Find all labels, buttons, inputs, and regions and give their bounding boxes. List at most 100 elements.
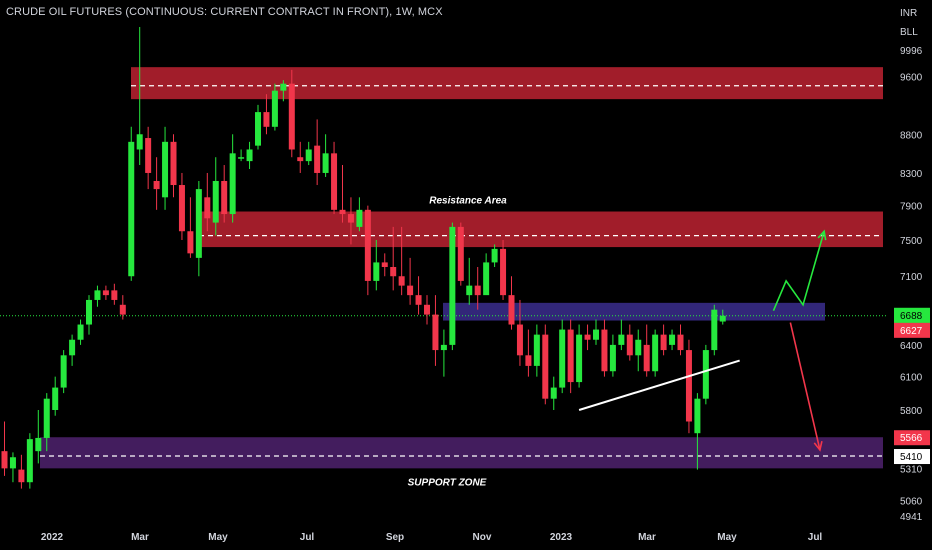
candle-body [381, 262, 388, 267]
candle-body [669, 334, 676, 345]
candle-body [677, 334, 684, 351]
candle-body [35, 437, 42, 452]
x-tick-label: Sep [386, 532, 404, 543]
x-tick-label: 2023 [550, 532, 573, 543]
y-tick-label: 4941 [900, 512, 923, 523]
y-tick-label: 8800 [900, 130, 923, 141]
candle-body [609, 344, 616, 372]
candle-body [407, 285, 414, 296]
candle-body [136, 134, 143, 150]
projection-up-arrow [772, 231, 825, 311]
unit-label: BLL [900, 27, 918, 38]
candles-layer [1, 26, 726, 489]
candle-body [516, 324, 523, 356]
candle-body [18, 469, 25, 483]
lines-layer [0, 85, 888, 457]
candle-body [626, 334, 633, 356]
candle-body [322, 153, 329, 173]
candle-body [702, 350, 709, 399]
y-tick-label: 6400 [900, 341, 923, 352]
x-tick-label: Jul [300, 532, 315, 543]
support-top-badge: 5566 [894, 430, 930, 446]
candle-body [52, 387, 59, 410]
candle-body [398, 276, 405, 286]
candle-body [238, 157, 245, 159]
prev-close-badge: 6627 [894, 322, 930, 338]
candle-body [153, 180, 160, 190]
x-tick-label: Nov [473, 532, 492, 543]
candle-body [347, 214, 354, 223]
candle-body [449, 226, 456, 345]
candle-body [255, 112, 261, 146]
candle-body [550, 387, 557, 399]
y-tick-label: 5800 [900, 406, 923, 417]
y-tick-label: 9600 [900, 73, 923, 84]
y-tick-label: 9996 [900, 46, 923, 57]
candle-body [128, 141, 135, 277]
candle-body [432, 314, 439, 351]
candle-body [542, 334, 549, 399]
candle-body [26, 439, 33, 483]
candle-body [440, 344, 447, 351]
y-tick-label: 5060 [900, 496, 923, 507]
candle-body [280, 83, 287, 91]
candle-body [119, 304, 126, 315]
trendline [578, 359, 740, 411]
candle-body [1, 451, 8, 469]
x-tick-label: Jul [808, 532, 823, 543]
y-tick-label: 5310 [900, 464, 923, 475]
y-tick-label: 6100 [900, 373, 923, 384]
projection-down-arrow [789, 322, 821, 451]
candle-body [178, 185, 185, 232]
zone-top-resistance [131, 67, 883, 100]
candle-body [69, 339, 76, 356]
candle-body [43, 398, 50, 438]
currency-label: INR [900, 8, 918, 19]
prev-close-badge-bg [894, 322, 930, 338]
x-tick-label: May [717, 532, 737, 543]
candle-body [593, 329, 599, 340]
time-axis: 2022 Mar May Jul Sep Nov 2023 Mar May Jul [41, 532, 823, 543]
candle-body [584, 334, 591, 340]
projection-down-arrow-arrowhead [813, 440, 823, 452]
candle-body [263, 112, 270, 127]
candle-body [457, 226, 464, 281]
zone-pivot [443, 302, 825, 321]
zone-support [40, 437, 883, 469]
candle-body [559, 329, 566, 388]
zone-label-resistance: Resistance Area [429, 196, 507, 207]
candle-body [162, 141, 169, 198]
candle-body [9, 457, 16, 469]
projection-up-arrow-arrowhead [817, 229, 827, 241]
zone-label-support: SUPPORT ZONE [408, 477, 487, 488]
candle-body [390, 266, 397, 277]
candle-body [601, 329, 608, 372]
candle-body [364, 209, 371, 281]
candle-body [314, 145, 321, 173]
y-tick-label: 7100 [900, 272, 923, 283]
candle-body [567, 329, 574, 383]
last-price-badge-text: 6688 [900, 311, 923, 322]
candle-body [221, 180, 228, 215]
y-tick-label: 7500 [900, 236, 923, 247]
prev-close-badge-text: 6627 [900, 326, 923, 337]
candle-body [356, 209, 363, 227]
candle-body [204, 197, 211, 219]
candle-body [491, 248, 498, 263]
candle-body [297, 157, 304, 162]
support-line-badge: 5410 [894, 449, 930, 465]
candle-body [415, 295, 422, 305]
chart-title: CRUDE OIL FUTURES (CONTINUOUS: CURRENT C… [6, 6, 443, 18]
candle-body [694, 398, 701, 434]
candle-body [271, 90, 278, 127]
y-tick-label: 7900 [900, 202, 923, 213]
candle-body [711, 309, 718, 351]
candle-body [331, 153, 338, 210]
candle-body [424, 304, 430, 315]
candle-body [187, 231, 194, 254]
candle-body [719, 315, 726, 322]
x-tick-label: Mar [638, 532, 656, 543]
candle-body [483, 262, 490, 296]
candle-body [618, 334, 625, 345]
